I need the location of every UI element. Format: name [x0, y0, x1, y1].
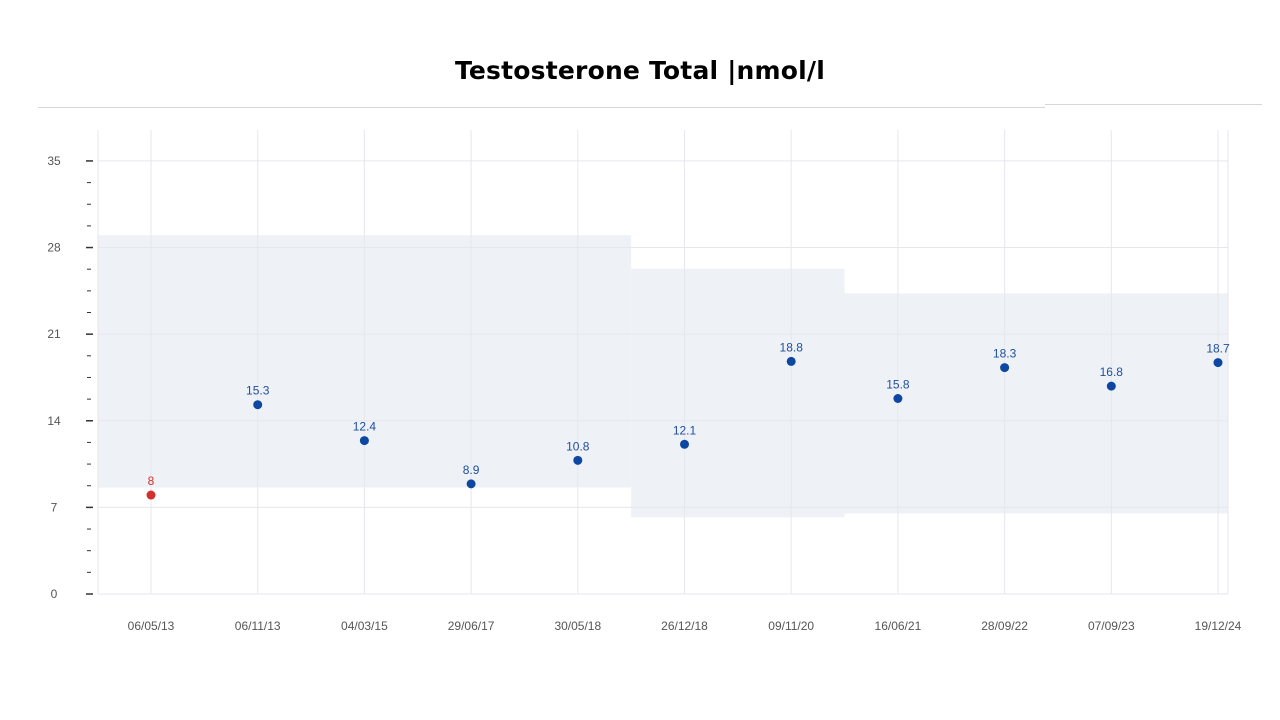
x-tick-label: 06/05/13: [128, 619, 175, 633]
data-label: 15.8: [886, 378, 910, 392]
title-divider: [38, 107, 1045, 108]
x-tick-label: 29/06/17: [448, 619, 495, 633]
data-label: 18.8: [780, 340, 804, 354]
data-points: 8 15.3 12.4 8.9 10.8 12.1 18.8 15.8 18.3 16.8 18.7: [146, 340, 1230, 500]
x-tick-label: 06/11/13: [235, 619, 281, 633]
data-point: [573, 455, 583, 465]
data-point: [680, 439, 689, 449]
data-point: [893, 394, 903, 404]
grid-lines: [97, 130, 1229, 595]
y-tick-label: 35: [47, 154, 61, 168]
data-label: 16.8: [1100, 365, 1124, 379]
x-tick-label: 28/09/22: [981, 619, 1028, 633]
data-label: 18.7: [1206, 342, 1230, 356]
data-label: 18.3: [993, 347, 1017, 361]
data-label: 8: [148, 474, 155, 488]
data-point: [253, 400, 263, 410]
chart-title: Testosterone Total |nmol/l: [454, 56, 826, 85]
reference-range-bands: [98, 235, 1228, 518]
data-point: [1106, 381, 1116, 391]
reference-range-band: [631, 268, 845, 518]
data-label: 10.8: [566, 439, 590, 453]
data-point: [1213, 358, 1223, 368]
y-tick-label: 14: [47, 414, 61, 428]
data-point: [1000, 363, 1010, 373]
x-tick-label: 04/03/15: [341, 619, 388, 633]
y-tick-label: 0: [51, 587, 58, 601]
x-tick-label: 09/11/20: [768, 619, 814, 633]
x-tick-label: 26/12/18: [661, 619, 708, 633]
x-tick-label: 16/06/21: [875, 619, 922, 633]
title-divider-right: [1045, 104, 1262, 105]
y-tick-label: 28: [47, 241, 61, 255]
data-point: [359, 436, 369, 446]
x-axis: 06/05/13 06/11/13 04/03/15 29/06/17 30/05/18…: [128, 619, 1242, 633]
y-tick-label: 7: [51, 500, 58, 514]
x-tick-label: 07/09/23: [1088, 619, 1135, 633]
x-tick-label: 30/05/18: [554, 619, 601, 633]
data-label: 12.4: [353, 420, 377, 434]
data-point: [466, 479, 476, 489]
data-point: [146, 490, 156, 500]
data-label: 12.1: [673, 423, 697, 437]
data-label: 8.9: [463, 463, 480, 477]
x-tick-label: 19/12/24: [1195, 619, 1242, 633]
data-label: 15.3: [246, 384, 270, 398]
reference-range-band: [844, 293, 1228, 514]
data-point: [786, 356, 796, 366]
y-tick-label: 21: [47, 327, 61, 341]
y-axis: 0 7 14 21 28 35: [47, 154, 93, 601]
